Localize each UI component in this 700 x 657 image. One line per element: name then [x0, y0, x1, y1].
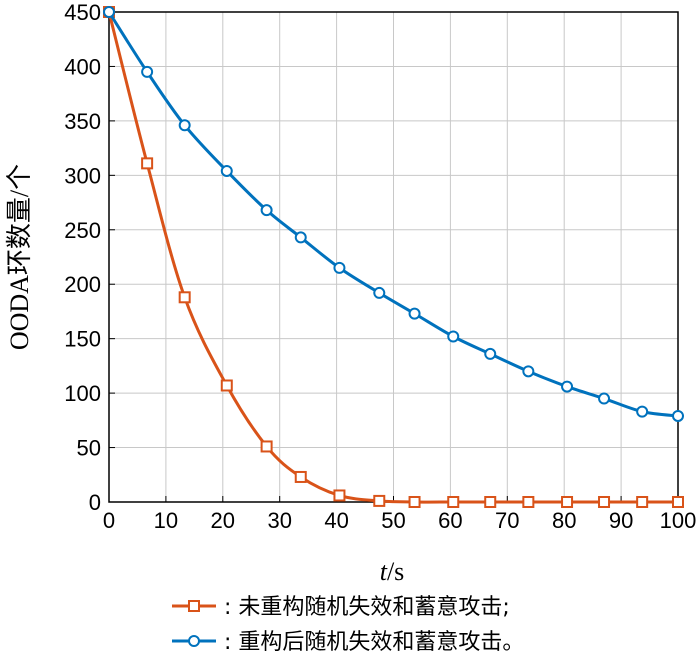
legend: : 未重构随机失效和蓄意攻击; : 重构后随机失效和蓄意攻击。	[172, 595, 524, 655]
data-point	[294, 470, 307, 483]
data-point	[333, 261, 346, 274]
y-tick-label: 450	[64, 0, 101, 25]
series-1	[103, 6, 684, 508]
data-point	[373, 286, 386, 299]
legend-item: : 重构后随机失效和蓄意攻击。	[172, 630, 524, 655]
x-axis-label-var: t	[380, 557, 388, 586]
y-tick-label: 150	[64, 327, 101, 352]
legend-label: : 未重构随机失效和蓄意攻击;	[224, 595, 510, 620]
data-point	[636, 405, 649, 418]
x-tick-label: 40	[324, 508, 348, 533]
series-2	[103, 6, 684, 422]
x-tick-label: 90	[609, 508, 633, 533]
x-tick-label: 50	[381, 508, 405, 533]
data-point	[561, 380, 574, 393]
y-tick-label: 350	[64, 109, 101, 134]
data-point	[178, 291, 191, 304]
x-axis-label: t/s	[380, 557, 405, 586]
data-point	[484, 496, 497, 508]
data-point	[672, 496, 684, 508]
data-point	[103, 6, 115, 18]
data-point	[636, 496, 649, 508]
y-tick-label: 200	[64, 272, 101, 297]
data-point	[294, 231, 307, 244]
data-point	[598, 392, 611, 405]
data-point	[141, 65, 154, 78]
x-tick-label: 100	[660, 508, 697, 533]
x-tick-label: 10	[154, 508, 178, 533]
data-point	[522, 496, 535, 508]
data-point	[333, 489, 346, 502]
y-tick-label: 50	[77, 436, 101, 461]
x-tick-label: 80	[552, 508, 576, 533]
x-tick-label: 60	[438, 508, 462, 533]
data-point	[178, 119, 191, 132]
data-point	[561, 496, 574, 508]
y-tick-label: 0	[89, 490, 101, 515]
series-line	[107, 11, 679, 418]
data-point	[408, 307, 421, 320]
x-axis-label-unit: /s	[387, 557, 404, 586]
y-axis-label: OODA环数量/个	[5, 164, 34, 350]
data-point	[598, 496, 611, 508]
series-layer	[103, 6, 684, 508]
data-point	[220, 164, 233, 177]
y-tick-label: 250	[64, 218, 101, 243]
x-tick-label: 20	[211, 508, 235, 533]
legend-marker	[188, 600, 200, 612]
legend-item: : 未重构随机失效和蓄意攻击;	[172, 595, 510, 620]
data-point	[373, 494, 386, 507]
x-tick-label: 30	[267, 508, 291, 533]
x-tick-label: 0	[103, 508, 115, 533]
data-point	[522, 365, 535, 378]
y-tick-label: 300	[64, 163, 101, 188]
legend-label: : 重构后随机失效和蓄意攻击。	[224, 630, 524, 655]
grid	[109, 12, 678, 502]
x-tick-label: 70	[495, 508, 519, 533]
data-point	[260, 204, 273, 217]
axis-ticks: 0 10 20 30 40 50 60 70 80 90 100 0 50 100 150 200 250 300…	[64, 0, 696, 533]
data-point	[260, 440, 273, 453]
data-point	[447, 330, 460, 343]
y-tick-label: 100	[64, 381, 101, 406]
data-point	[141, 157, 154, 170]
data-point	[220, 379, 233, 392]
y-tick-label: 400	[64, 54, 101, 79]
data-point	[408, 496, 421, 508]
legend-marker	[188, 635, 200, 647]
data-point	[484, 347, 497, 360]
data-point	[672, 409, 684, 422]
data-point	[447, 496, 460, 508]
